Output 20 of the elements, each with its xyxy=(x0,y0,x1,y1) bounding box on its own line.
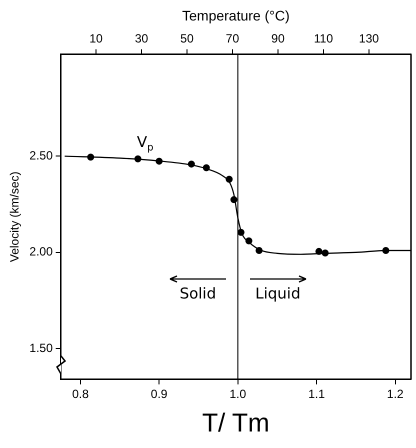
x2-tick-label: 30 xyxy=(134,31,148,46)
x2-tick-label: 10 xyxy=(89,31,103,46)
x-axis-title: T/ Tm xyxy=(202,408,270,438)
x-tick-label: 0.9 xyxy=(150,386,168,401)
x2-tick-label: 110 xyxy=(314,31,334,46)
x2-tick-label: 50 xyxy=(180,31,194,46)
y-axis-title: Velocity (km/sec) xyxy=(8,171,22,262)
x2-tick-label: 130 xyxy=(358,31,380,46)
y-tick-label: 2.00 xyxy=(29,244,54,259)
x-tick-label: 1.2 xyxy=(386,386,404,401)
annotation: Solid xyxy=(180,284,216,303)
y-tick-label: 1.50 xyxy=(29,340,54,355)
x-tick-label: 0.8 xyxy=(72,386,90,401)
x2-tick-label: 70 xyxy=(226,31,240,46)
x-tick-label: 1.1 xyxy=(308,386,326,401)
x2-axis-title: Temperature (°C) xyxy=(182,7,290,24)
annotation: Liquid xyxy=(255,284,300,303)
y-tick-label: 2.50 xyxy=(29,148,54,162)
x2-tick-label: 90 xyxy=(271,31,285,46)
x-tick-label: 1.0 xyxy=(230,386,247,401)
